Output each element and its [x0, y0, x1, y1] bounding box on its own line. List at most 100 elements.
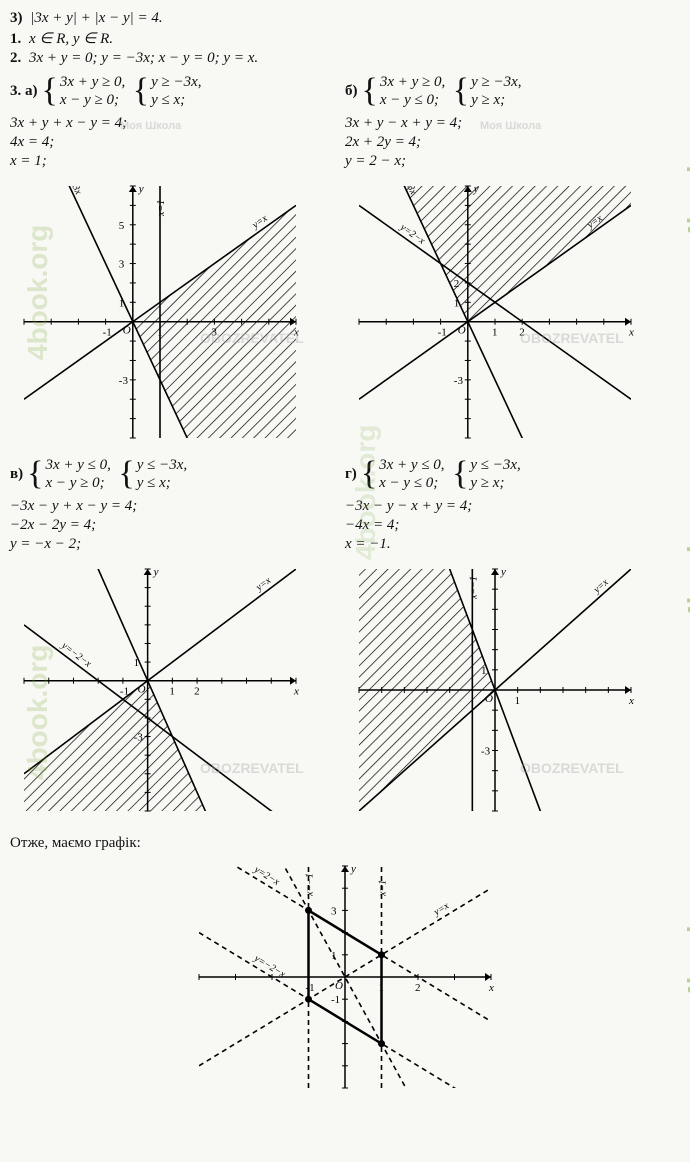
- svg-text:-1: -1: [438, 327, 447, 339]
- problem-number: 3): [10, 10, 23, 26]
- case-g-sys1-l2: x − y ≤ 0;: [379, 474, 444, 492]
- case-a-work2: 4x = 4;: [10, 134, 345, 151]
- brace-icon: {: [452, 457, 468, 491]
- svg-text:O: O: [138, 684, 146, 696]
- svg-text:x: x: [628, 695, 634, 707]
- case-b-label: б): [345, 83, 358, 100]
- case-v-work2: −2x − 2y = 4;: [10, 517, 345, 534]
- step1-line: 1. x ∈ R, y ∈ R.: [10, 29, 680, 48]
- row-vg: в) { 3x + y ≤ 0, x − y ≥ 0; { y ≤ −3x, y…: [10, 452, 680, 825]
- svg-text:2: 2: [415, 982, 421, 994]
- step2-text: 3x + y = 0; y = −3x; x − y = 0; y = x.: [29, 50, 258, 66]
- brace-icon: {: [133, 74, 149, 108]
- svg-text:y=−3x: y=−3x: [62, 172, 84, 197]
- svg-text:y=2−x: y=2−x: [251, 864, 281, 888]
- svg-text:2: 2: [519, 327, 525, 339]
- svg-text:1: 1: [454, 297, 460, 309]
- case-a-sys1-l1: 3x + y ≥ 0,: [60, 73, 125, 91]
- svg-text:x=1: x=1: [156, 200, 167, 217]
- svg-text:-1: -1: [103, 327, 112, 339]
- svg-text:x: x: [293, 327, 299, 339]
- svg-text:3: 3: [211, 327, 217, 339]
- case-g-sys1-l1: 3x + y ≤ 0,: [379, 456, 444, 474]
- case-v-sys2-l1: y ≤ −3x,: [137, 456, 187, 474]
- case-v-sys2-l2: y ≤ x;: [137, 474, 187, 492]
- case-b-work3: y = 2 − x;: [345, 153, 680, 170]
- svg-text:1: 1: [157, 327, 163, 339]
- svg-text:O: O: [335, 980, 343, 992]
- svg-text:3: 3: [119, 259, 125, 271]
- svg-text:1: 1: [134, 657, 140, 669]
- case-g-sys2-l2: y ≥ x;: [470, 474, 520, 492]
- plot-v: y=−3xy=xy=−2−xxyO-112-31: [10, 555, 310, 825]
- step1-text: x ∈ R, y ∈ R.: [29, 31, 113, 47]
- svg-text:x=−1: x=−1: [305, 873, 316, 897]
- case-g-systems: г) { 3x + y ≤ 0, x − y ≤ 0; { y ≤ −3x, y…: [345, 456, 521, 492]
- plot-a: y=−3xy=xx=1xyO-113-3135: [10, 172, 310, 452]
- svg-text:-3: -3: [119, 375, 129, 387]
- case-b-block: б) { 3x + y ≥ 0, x − y ≤ 0; { y ≥ −3x, y…: [345, 69, 680, 452]
- svg-text:-3: -3: [134, 732, 144, 744]
- brace-icon: {: [361, 457, 377, 491]
- step2-label: 2.: [10, 50, 21, 66]
- problem-line: 3) |3x + y| + |x − y| = 4.: [10, 10, 680, 27]
- svg-text:x=1: x=1: [378, 880, 389, 897]
- case-a-label: 3. а): [10, 83, 38, 100]
- svg-text:x: x: [488, 982, 494, 994]
- svg-text:O: O: [485, 693, 493, 705]
- case-v-work3: y = −x − 2;: [10, 536, 345, 553]
- svg-text:x=−1: x=−1: [468, 576, 479, 600]
- case-b-work1: 3x + y − x + y = 4;: [345, 115, 680, 132]
- svg-text:y=−3x: y=−3x: [397, 172, 419, 197]
- svg-text:x: x: [628, 327, 634, 339]
- svg-text:y: y: [500, 566, 506, 578]
- brace-icon: {: [362, 74, 378, 108]
- svg-text:y: y: [350, 863, 356, 875]
- svg-text:-3: -3: [454, 375, 464, 387]
- svg-text:1: 1: [331, 950, 337, 962]
- case-a-block: 3. а) { 3x + y ≥ 0, x − y ≥ 0; { y ≥ −3x…: [10, 69, 345, 452]
- svg-text:2: 2: [454, 278, 460, 290]
- row-ab: 3. а) { 3x + y ≥ 0, x − y ≥ 0; { y ≥ −3x…: [10, 69, 680, 452]
- case-g-work3: x = −1.: [345, 536, 680, 553]
- case-v-label: в): [10, 466, 23, 483]
- case-v-block: в) { 3x + y ≤ 0, x − y ≥ 0; { y ≤ −3x, y…: [10, 452, 345, 825]
- svg-text:y=x: y=x: [591, 577, 611, 597]
- svg-text:O: O: [458, 325, 466, 337]
- case-v-systems: в) { 3x + y ≤ 0, x − y ≥ 0; { y ≤ −3x, y…: [10, 456, 187, 492]
- case-g-work2: −4x = 4;: [345, 517, 680, 534]
- case-v-sys1-l2: x − y ≥ 0;: [45, 474, 110, 492]
- case-g-label: г): [345, 466, 357, 483]
- svg-text:1: 1: [379, 982, 385, 994]
- case-a-sys1-l2: x − y ≥ 0;: [60, 91, 125, 109]
- svg-text:1: 1: [481, 665, 487, 677]
- case-g-work1: −3x − y − x + y = 4;: [345, 498, 680, 515]
- watermark-4book: 4book.org: [682, 865, 690, 1000]
- brace-icon: {: [27, 457, 43, 491]
- case-a-sys2-l2: y ≤ x;: [151, 91, 201, 109]
- svg-text:x: x: [293, 686, 299, 698]
- case-b-work2: 2x + 2y = 4;: [345, 134, 680, 151]
- svg-text:-1: -1: [120, 686, 129, 698]
- case-v-sys1-l1: 3x + y ≤ 0,: [45, 456, 110, 474]
- case-v-work1: −3x − y + x − y = 4;: [10, 498, 345, 515]
- svg-text:2: 2: [194, 686, 200, 698]
- svg-text:3: 3: [331, 905, 337, 917]
- watermark-4book: 4book.org: [682, 105, 690, 240]
- svg-text:-1: -1: [331, 994, 340, 1006]
- svg-text:1: 1: [119, 297, 125, 309]
- case-a-systems: 3. а) { 3x + y ≥ 0, x − y ≥ 0; { y ≥ −3x…: [10, 73, 202, 109]
- svg-text:-1: -1: [306, 982, 315, 994]
- brace-icon: {: [118, 457, 134, 491]
- case-b-sys1-l1: 3x + y ≥ 0,: [380, 73, 445, 91]
- case-a-work3: x = 1;: [10, 153, 345, 170]
- case-b-sys2-l2: y ≥ x;: [471, 91, 521, 109]
- case-a-sys2-l1: y ≥ −3x,: [151, 73, 201, 91]
- svg-text:1: 1: [515, 695, 521, 707]
- plot-g: y=−3xy=xx=−1xyO1-31: [345, 555, 645, 825]
- case-b-sys1-l2: x − y ≤ 0;: [380, 91, 445, 109]
- svg-text:5: 5: [119, 220, 125, 232]
- svg-text:y: y: [473, 183, 479, 195]
- case-b-systems: б) { 3x + y ≥ 0, x − y ≤ 0; { y ≥ −3x, y…: [345, 73, 522, 109]
- svg-text:-3: -3: [481, 746, 491, 758]
